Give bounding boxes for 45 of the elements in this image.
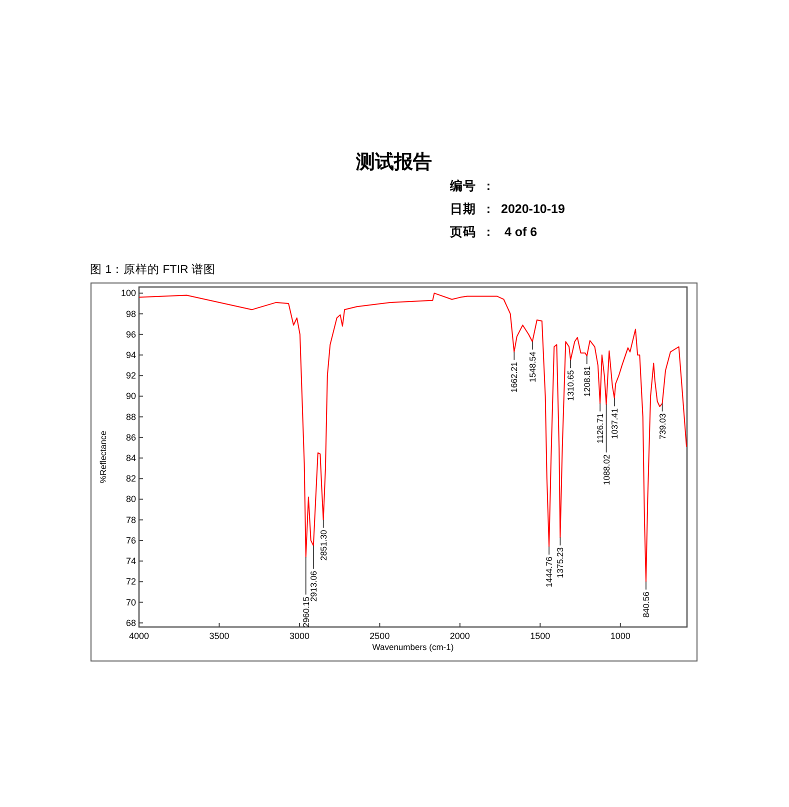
y-tick-label: 74 xyxy=(126,556,136,566)
annotation: 1208.81 xyxy=(582,366,592,397)
x-tick-label: 2000 xyxy=(450,631,470,641)
text: 页码 : 4 of 6 xyxy=(449,225,538,239)
y-tick-label: 92 xyxy=(126,370,136,381)
annotation: 2913.06 xyxy=(308,570,318,602)
x-tick-label: 2500 xyxy=(370,631,390,641)
chart-subtitle: 图 1：原样的 FTIR 谱图 xyxy=(90,262,216,276)
y-tick-label: 88 xyxy=(126,412,136,422)
annotation: 1444.76 xyxy=(544,556,554,588)
x-axis-title: Wavenumbers (cm-1) xyxy=(372,642,454,652)
y-tick-label: 96 xyxy=(126,329,136,340)
y-tick-label: 94 xyxy=(126,350,136,360)
y-tick-label: 98 xyxy=(126,308,136,319)
annotation: 2960.15 xyxy=(300,596,311,628)
y-tick-label: 84 xyxy=(126,453,136,464)
x-tick-label: 4000 xyxy=(128,631,150,641)
annotation: 1310.65 xyxy=(566,370,576,401)
y-tick-label: 72 xyxy=(126,576,136,587)
text: 编号 : xyxy=(449,178,491,193)
chart-title: 测试报告 xyxy=(355,151,432,173)
annotation: 1662.21 xyxy=(509,362,520,393)
annotation: 2851.30 xyxy=(318,530,328,561)
y-tick-label: 82 xyxy=(126,474,136,484)
annotation: 840.56 xyxy=(640,591,651,618)
y-tick-label: 80 xyxy=(126,494,136,504)
x-tick-label: 3500 xyxy=(209,631,230,641)
y-tick-label: 100 xyxy=(120,288,136,298)
x-tick-label: 3000 xyxy=(289,631,310,641)
annotation: 1126.71 xyxy=(595,413,606,444)
annotation: 1375.23 xyxy=(555,547,566,578)
annotation: 1037.41 xyxy=(609,408,620,440)
y-axis-title: %Reflectance xyxy=(98,430,108,484)
x-tick-label: 1500 xyxy=(530,631,550,641)
annotation: 739.03 xyxy=(657,413,668,440)
x-tick-label: 1000 xyxy=(610,631,630,641)
text: 日期 : 2020-10-19 xyxy=(450,202,565,216)
y-tick-label: 68 xyxy=(126,618,136,628)
annotation: 1548.54 xyxy=(527,351,538,382)
annotation: 1088.02 xyxy=(601,454,612,486)
y-tick-label: 78 xyxy=(126,514,136,525)
y-tick-label: 70 xyxy=(126,597,136,608)
y-tick-label: 86 xyxy=(126,432,136,442)
y-tick-label: 90 xyxy=(126,391,136,402)
y-tick-label: 76 xyxy=(126,535,136,546)
